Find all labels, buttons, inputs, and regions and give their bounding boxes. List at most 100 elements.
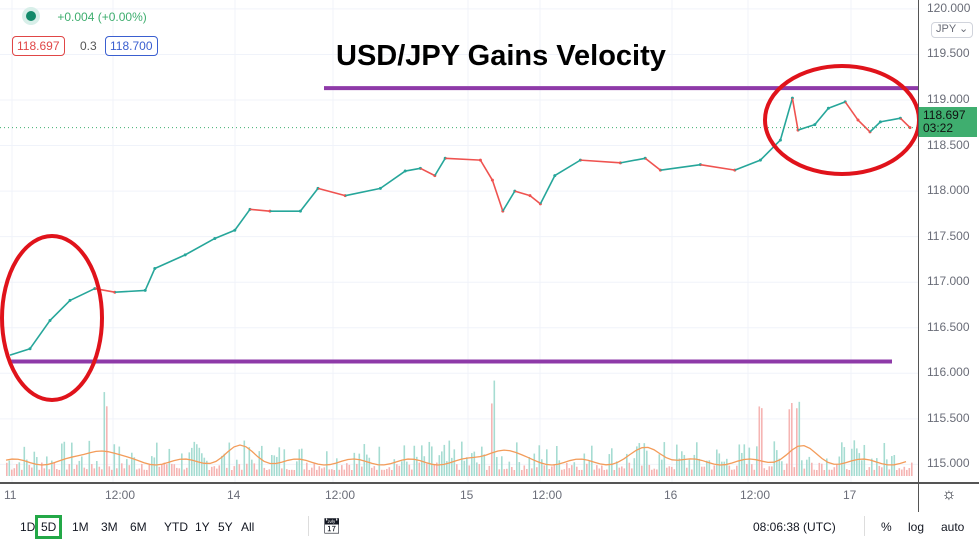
volume-bar — [248, 447, 251, 476]
auto-toggle[interactable]: auto — [941, 520, 965, 534]
volume-bar — [368, 457, 371, 476]
time-axis[interactable]: 11 12:00 14 12:00 15 12:00 16 12:00 17 ☼ — [0, 482, 979, 512]
volume-bar — [836, 464, 838, 476]
price-segment — [491, 179, 504, 212]
volume-bar — [828, 469, 831, 476]
volume-bar — [186, 467, 188, 476]
volume-bar — [218, 465, 221, 476]
volume-bar — [388, 467, 391, 476]
volume-bar — [153, 457, 156, 476]
volume-bar — [123, 468, 126, 476]
volume-bar — [683, 454, 686, 476]
volume-ma-line — [5, 444, 907, 466]
volume-bar — [286, 469, 288, 476]
volume-bar — [371, 467, 373, 476]
volume-bar — [891, 456, 893, 476]
volume-bar — [201, 453, 203, 476]
volume-bar — [23, 446, 26, 476]
volume-bar — [456, 464, 458, 476]
range-1d[interactable]: 1D — [20, 520, 36, 534]
range-5d[interactable]: 5D — [35, 515, 63, 539]
price-tick: 118.500 — [927, 137, 970, 152]
volume-bar — [483, 454, 486, 476]
range-all[interactable]: All — [241, 520, 255, 534]
volume-bar — [911, 462, 913, 476]
range-ytd[interactable]: YTD — [164, 520, 188, 534]
percent-toggle[interactable]: % — [881, 520, 892, 534]
volume-bar — [91, 464, 93, 476]
volume-bar — [606, 469, 608, 476]
volume-bar — [741, 452, 743, 476]
volume-bar — [458, 469, 461, 476]
volume-bar — [588, 460, 591, 476]
volume-bar — [701, 466, 703, 476]
price-segment — [299, 187, 319, 212]
volume-bar — [206, 460, 208, 476]
volume-bar — [618, 467, 621, 476]
volume-bar — [746, 463, 748, 476]
volume-bar — [468, 465, 471, 476]
price-segment — [734, 159, 761, 171]
price-tick: 117.000 — [927, 274, 970, 289]
log-toggle[interactable]: log — [908, 520, 925, 534]
volume-bar — [411, 469, 413, 476]
volume-bar — [603, 469, 606, 476]
volume-bar — [813, 469, 816, 476]
volume-bar — [216, 468, 218, 476]
volume-bar — [678, 458, 681, 476]
volume-bar — [843, 447, 846, 476]
volume-bar — [801, 460, 803, 476]
range-5y[interactable]: 5Y — [218, 520, 233, 534]
volume-bar — [543, 465, 546, 476]
volume-bar — [313, 462, 316, 476]
buy-price[interactable]: 118.700 — [105, 36, 158, 56]
volume-bar — [721, 461, 723, 476]
volume-bar — [236, 459, 238, 476]
volume-bar — [616, 461, 618, 476]
volume-bar — [363, 444, 366, 476]
volume-bar — [21, 469, 23, 476]
volume-bar — [396, 464, 398, 476]
volume-bar — [781, 461, 783, 476]
volume-bar — [291, 469, 293, 476]
volume-bar — [761, 408, 763, 476]
volume-bar — [668, 466, 671, 476]
price-axis[interactable]: 120.000 119.500 119.000 118.500 118.000 117.5… — [918, 0, 979, 482]
range-1y[interactable]: 1Y — [195, 520, 210, 534]
volume-bar — [566, 462, 568, 476]
volume-bar — [393, 459, 396, 476]
volume-bar — [151, 456, 153, 476]
volume-bar — [183, 469, 186, 476]
volume-bar — [136, 469, 138, 476]
range-3m[interactable]: 3M — [101, 520, 118, 534]
volume-bar — [883, 442, 886, 476]
volume-bar — [413, 445, 416, 476]
volume-bar — [583, 453, 586, 476]
time-tick: 11 — [4, 488, 17, 502]
volume-bar — [108, 466, 111, 476]
volume-bar — [793, 467, 796, 476]
volume-bar — [311, 467, 313, 476]
volume-bar — [8, 460, 11, 476]
price-tick: 116.500 — [927, 319, 970, 334]
volume-bar — [278, 447, 281, 476]
volume-bar — [116, 468, 118, 476]
range-1m[interactable]: 1M — [72, 520, 89, 534]
volume-bar — [903, 466, 906, 476]
sell-price[interactable]: 118.697 — [12, 36, 65, 56]
volume-bar — [301, 448, 303, 476]
volume-bar — [391, 469, 393, 476]
range-6m[interactable]: 6M — [130, 520, 147, 534]
volume-bar — [631, 468, 633, 476]
volume-bar — [56, 469, 58, 476]
price-segment — [779, 97, 794, 141]
volume-bar — [706, 460, 708, 476]
price-chart[interactable] — [0, 0, 918, 482]
volume-bar — [798, 401, 801, 476]
price-segment — [554, 159, 581, 177]
volume-bar — [83, 467, 86, 476]
gear-icon[interactable]: ☼ — [918, 484, 979, 512]
calendar-goto-icon[interactable]: 📅︎ — [322, 518, 342, 535]
volume-bar — [536, 467, 538, 476]
currency-select[interactable]: JPY ⌄ — [931, 22, 974, 38]
